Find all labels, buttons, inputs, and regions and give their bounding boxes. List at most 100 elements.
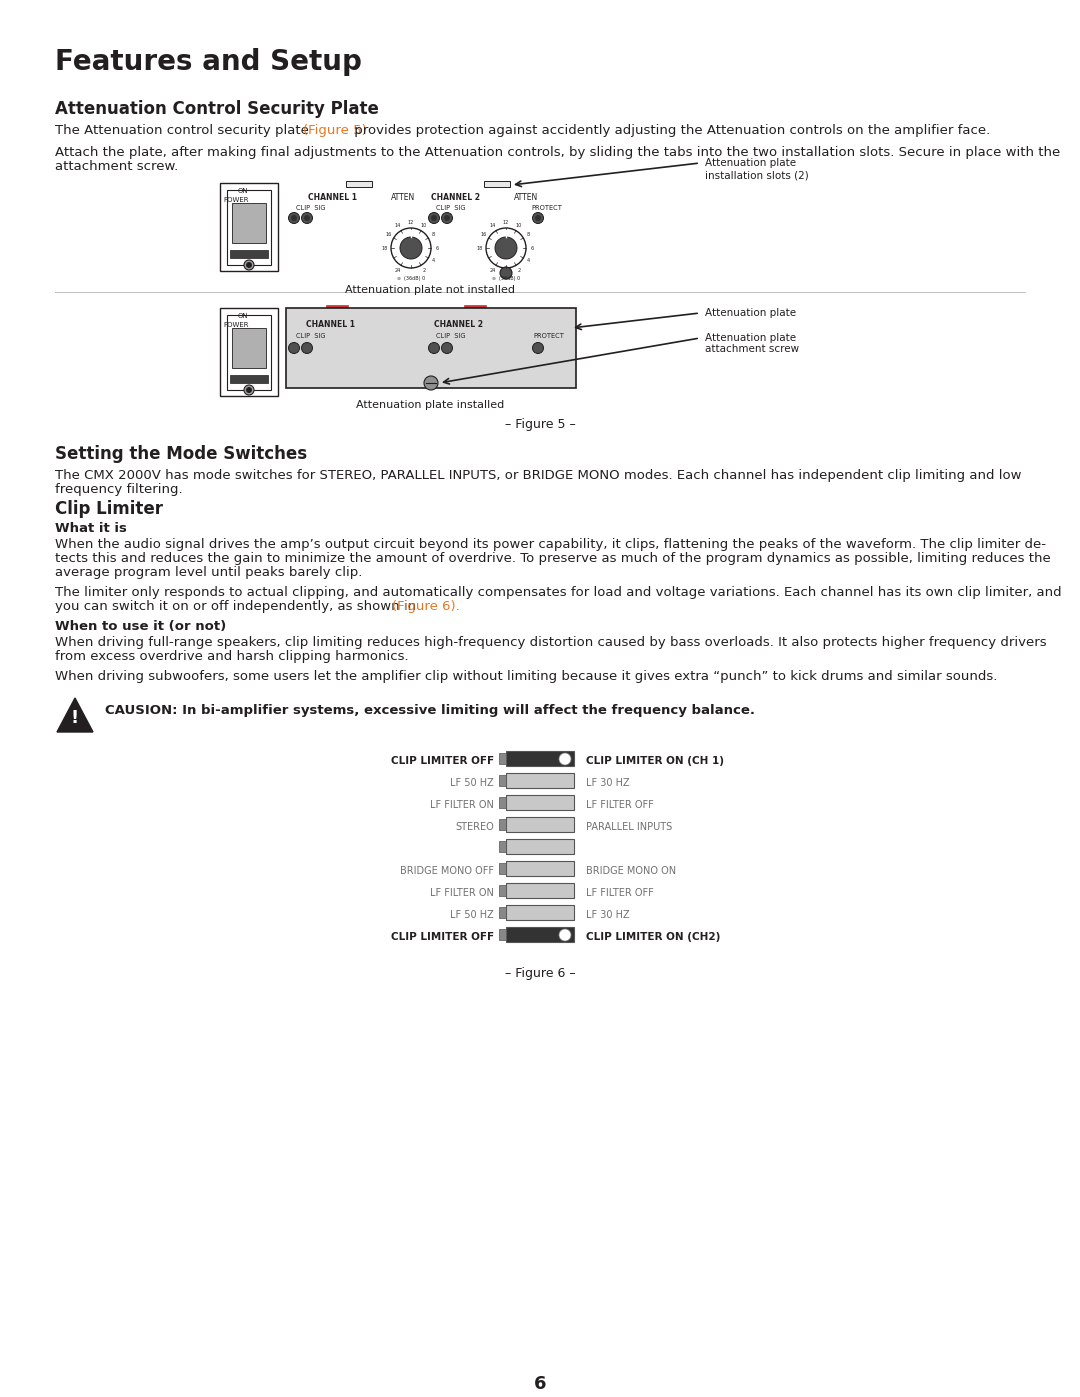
Text: attachment screw.: attachment screw. (55, 161, 178, 173)
Bar (227, 190, 271, 265)
Text: 6: 6 (530, 246, 534, 250)
Text: CHANNEL 1: CHANNEL 1 (306, 320, 355, 330)
Text: Attach the plate, after making final adjustments to the Attenuation controls, by: Attach the plate, after making final adj… (55, 147, 1061, 159)
Text: 4: 4 (527, 258, 530, 264)
Circle shape (301, 212, 312, 224)
Bar (507, 795, 573, 810)
Circle shape (424, 376, 438, 390)
Bar (499, 798, 507, 807)
Text: attachment screw: attachment screw (705, 344, 799, 353)
Text: – Figure 5 –: – Figure 5 – (504, 418, 576, 432)
Text: PROTECT: PROTECT (531, 205, 562, 211)
Polygon shape (57, 698, 93, 732)
Circle shape (442, 342, 453, 353)
Circle shape (495, 237, 517, 258)
Bar (232, 328, 266, 367)
Text: Attenuation plate installed: Attenuation plate installed (356, 400, 504, 409)
Circle shape (246, 387, 252, 393)
Text: CLIP LIMITER ON (CH2): CLIP LIMITER ON (CH2) (586, 932, 720, 942)
Text: Attenuation Control Security Plate: Attenuation Control Security Plate (55, 101, 379, 117)
Text: Attenuation plate: Attenuation plate (705, 332, 796, 344)
Text: 4: 4 (432, 258, 435, 264)
Bar (326, 305, 348, 312)
Text: CLIP  SIG: CLIP SIG (296, 332, 325, 339)
Text: LF 50 HZ: LF 50 HZ (450, 909, 494, 921)
Bar (227, 314, 271, 390)
Text: 10: 10 (516, 224, 522, 228)
Bar (507, 817, 573, 833)
Bar (507, 861, 573, 876)
Text: – Figure 6 –: – Figure 6 – (504, 967, 576, 981)
Text: 2: 2 (517, 268, 521, 272)
Text: 24: 24 (395, 268, 401, 272)
Text: frequency filtering.: frequency filtering. (55, 483, 183, 496)
Text: LF 30 HZ: LF 30 HZ (586, 778, 630, 788)
Text: you can switch it on or off independently, as shown in: you can switch it on or off independentl… (55, 599, 420, 613)
Circle shape (500, 267, 512, 279)
Text: CHANNEL 2: CHANNEL 2 (434, 320, 483, 330)
Circle shape (303, 215, 310, 221)
Bar (220, 307, 278, 395)
Circle shape (301, 342, 312, 353)
Bar (286, 307, 576, 388)
Circle shape (429, 212, 440, 224)
Text: !: ! (71, 710, 79, 726)
Circle shape (535, 215, 541, 221)
Bar (507, 773, 573, 788)
Text: 10: 10 (421, 224, 427, 228)
Text: PROTECT: PROTECT (534, 332, 564, 339)
Text: average program level until peaks barely clip.: average program level until peaks barely… (55, 566, 363, 578)
Text: CLIP LIMITER OFF: CLIP LIMITER OFF (391, 756, 494, 766)
Text: installation slots (2): installation slots (2) (705, 170, 809, 180)
Circle shape (246, 263, 252, 268)
Circle shape (291, 215, 297, 221)
Text: CLIP LIMITER ON (CH 1): CLIP LIMITER ON (CH 1) (586, 756, 724, 766)
Bar (499, 841, 507, 852)
Bar (507, 928, 573, 942)
Text: Setting the Mode Switches: Setting the Mode Switches (55, 446, 307, 462)
Bar (499, 819, 507, 830)
Bar (499, 863, 507, 875)
Bar (346, 182, 372, 187)
Text: ∞  (36dB) 0: ∞ (36dB) 0 (491, 277, 521, 281)
Text: 24: 24 (490, 268, 496, 272)
Text: 12: 12 (408, 219, 414, 225)
Text: 6: 6 (435, 246, 438, 250)
Text: Features and Setup: Features and Setup (55, 47, 362, 75)
Text: provides protection against accidently adjusting the Attenuation controls on the: provides protection against accidently a… (350, 124, 990, 137)
Text: 12: 12 (503, 219, 509, 225)
Circle shape (444, 215, 450, 221)
Text: ATTEN: ATTEN (514, 193, 538, 203)
Text: 8: 8 (432, 232, 435, 237)
Text: When driving full-range speakers, clip limiting reduces high-frequency distortio: When driving full-range speakers, clip l… (55, 636, 1047, 650)
Bar (230, 250, 268, 258)
Text: tects this and reduces the gain to minimize the amount of overdrive. To preserve: tects this and reduces the gain to minim… (55, 552, 1051, 564)
Text: The limiter only responds to actual clipping, and automatically compensates for : The limiter only responds to actual clip… (55, 585, 1062, 599)
Bar (464, 305, 486, 312)
Text: ON: ON (238, 189, 248, 194)
Bar (484, 182, 510, 187)
Bar (230, 374, 268, 383)
Text: ATTEN: ATTEN (391, 193, 415, 203)
Text: CLIP  SIG: CLIP SIG (296, 205, 325, 211)
Bar (220, 183, 278, 271)
Text: When the audio signal drives the amp’s output circuit beyond its power capabilit: When the audio signal drives the amp’s o… (55, 538, 1047, 550)
Text: POWER: POWER (222, 321, 248, 328)
Text: LF FILTER ON: LF FILTER ON (430, 888, 494, 898)
Text: CLIP  SIG: CLIP SIG (436, 205, 465, 211)
Text: LF FILTER OFF: LF FILTER OFF (586, 888, 653, 898)
Circle shape (244, 386, 254, 395)
Text: ∞  (36dB) 0: ∞ (36dB) 0 (397, 277, 426, 281)
Text: STEREO: STEREO (456, 821, 494, 833)
Text: 8: 8 (527, 232, 530, 237)
Bar (507, 883, 573, 898)
Bar (499, 753, 507, 764)
Text: LF FILTER ON: LF FILTER ON (430, 800, 494, 810)
Bar (232, 203, 266, 243)
Text: (Figure 5): (Figure 5) (303, 124, 367, 137)
Text: LF 50 HZ: LF 50 HZ (450, 778, 494, 788)
Text: Attenuation plate: Attenuation plate (705, 158, 796, 168)
Circle shape (442, 212, 453, 224)
Circle shape (429, 342, 440, 353)
Circle shape (400, 237, 422, 258)
